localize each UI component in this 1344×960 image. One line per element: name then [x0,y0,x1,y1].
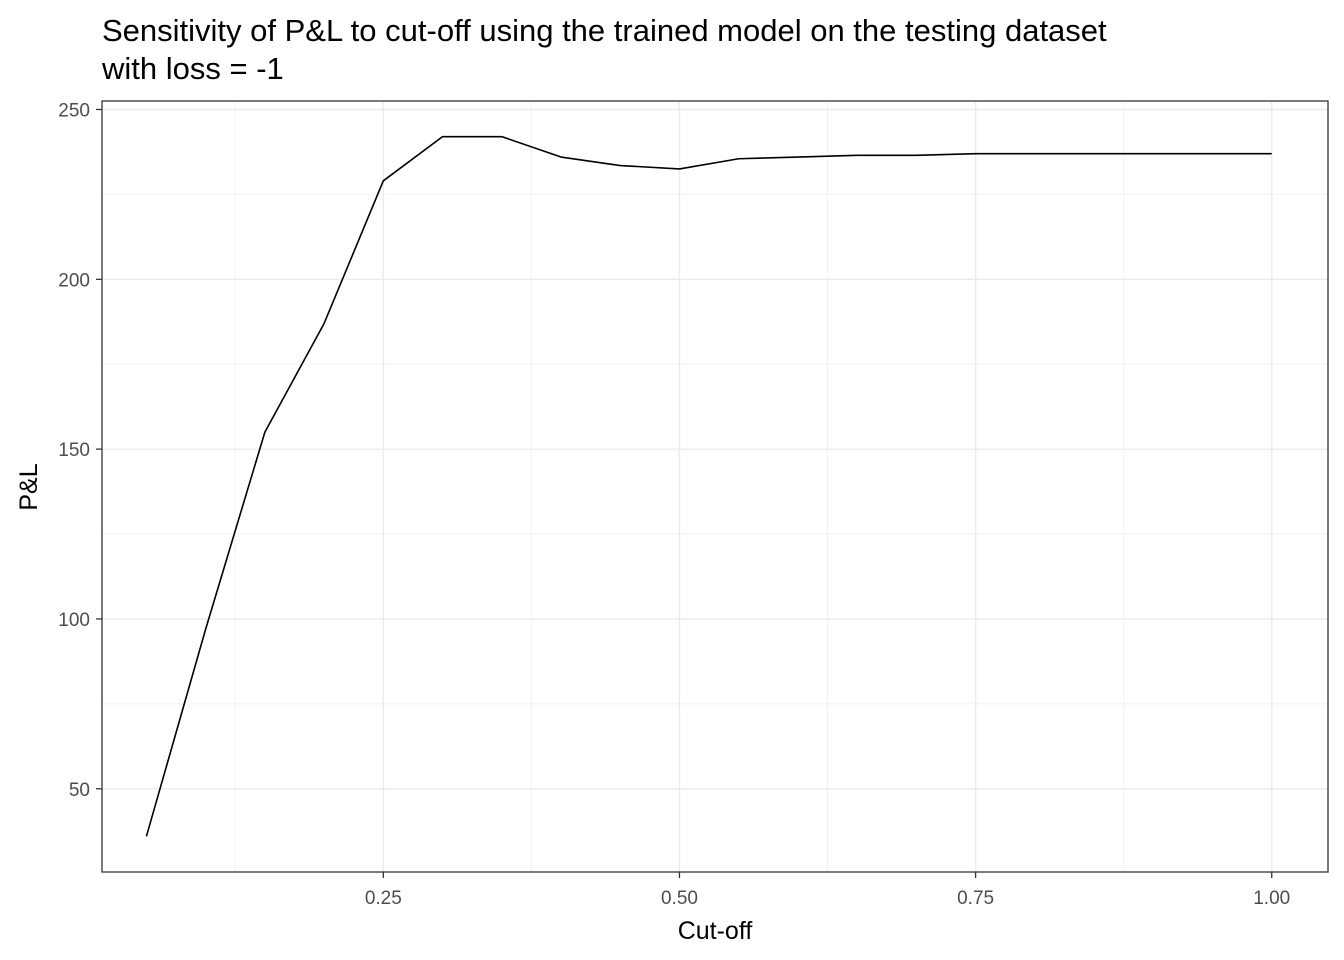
chart-title-line-1: Sensitivity of P&L to cut-off using the … [102,13,1107,48]
x-tick-label: 0.25 [365,888,402,909]
y-tick-label: 150 [58,440,90,461]
panel-border [101,100,1329,873]
y-tick-label: 250 [58,100,90,121]
x-axis-title: Cut-off [678,917,753,945]
series-layer [145,135,1272,837]
x-tick-label: 0.50 [661,888,698,909]
y-tick-label: 200 [58,270,90,291]
y-axis: 50 100 150 200 250 [58,100,102,801]
chart-title-line-2: with loss = -1 [101,51,284,86]
x-tick-label: 0.75 [957,888,994,909]
x-axis: 0.25 0.50 0.75 1.00 [365,872,1290,909]
y-tick-label: 50 [69,780,90,801]
major-gridlines [102,101,1328,872]
x-tick-label: 1.00 [1253,888,1290,909]
y-tick-label: 100 [58,610,90,631]
series-line [145,135,1272,837]
minor-gridlines [102,101,1328,872]
y-axis-title: P&L [15,463,43,510]
